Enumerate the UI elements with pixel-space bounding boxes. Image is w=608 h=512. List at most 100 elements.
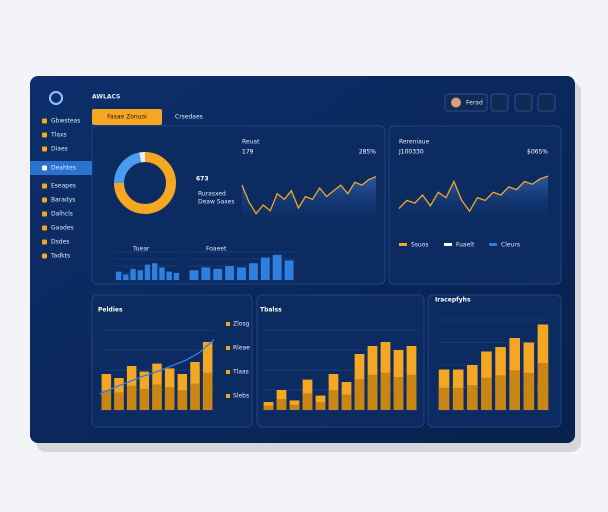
bar: [159, 267, 165, 280]
logo: [49, 91, 63, 105]
metric-change: $065%: [527, 149, 548, 156]
bar: [173, 273, 180, 280]
nav-icon: [42, 132, 47, 138]
icon-button[interactable]: [490, 93, 509, 112]
bar-shade: [152, 384, 162, 410]
nav-icon: [42, 239, 47, 245]
bar: [130, 268, 136, 280]
bar: [144, 264, 151, 280]
nav-item[interactable]: Gaades: [51, 225, 74, 232]
tab-active[interactable]: [92, 109, 162, 125]
line: [241, 175, 377, 215]
bar: [137, 270, 143, 280]
tab[interactable]: Crsedaes: [175, 114, 203, 121]
legend-label: Fuaelt: [456, 242, 475, 249]
bar-shade: [114, 392, 124, 410]
metric-label: Rereniaue: [399, 139, 430, 146]
caption: Deaw Saxes: [198, 199, 234, 206]
nav-active: [30, 161, 92, 175]
caption: Rurasxed: [198, 191, 226, 198]
bar: [201, 267, 211, 280]
chart-label: Tuear: [132, 246, 150, 253]
bar: [152, 263, 158, 280]
nav-item[interactable]: Tadkts: [50, 253, 70, 260]
bar-shade: [139, 388, 150, 410]
bar-shade: [263, 405, 274, 410]
bar-shade: [367, 374, 378, 410]
panel-title: Tbalss: [260, 307, 282, 314]
bar: [213, 268, 223, 280]
chart-label: Foaeet: [206, 246, 227, 253]
bar-shade: [276, 399, 287, 410]
legend-label: Tlaas: [232, 369, 249, 376]
metric-change: 285%: [359, 149, 376, 156]
nav-icon: [42, 225, 47, 231]
bar-shade: [481, 377, 492, 410]
nav-icon: [42, 183, 47, 189]
icon-button[interactable]: [514, 93, 533, 112]
nav-item[interactable]: Dsdes: [51, 239, 69, 246]
legend-label: Cleurs: [501, 242, 520, 249]
bar: [237, 267, 246, 280]
bar-shade: [537, 362, 549, 410]
legend-label: Rleae: [233, 345, 250, 352]
nav-item[interactable]: Deahtes: [51, 165, 76, 172]
legend-swatch: [226, 394, 230, 398]
bar-shade: [302, 393, 313, 410]
bar: [284, 260, 294, 280]
line: [398, 175, 549, 213]
bar-shade: [289, 404, 300, 410]
bar-shade: [190, 383, 200, 410]
bar-shade: [354, 379, 365, 410]
nav-icon: [42, 197, 47, 203]
legend-swatch: [489, 243, 497, 246]
metric-value: J100330: [398, 149, 424, 156]
nav-icon: [42, 146, 47, 152]
legend-label: Ssuos: [411, 242, 429, 249]
avatar: [451, 97, 461, 108]
nav-item[interactable]: Dalhcls: [51, 211, 73, 218]
nav-item[interactable]: Eseapes: [51, 183, 76, 190]
user-name[interactable]: Ferad: [466, 100, 483, 107]
bar-shade: [126, 385, 137, 410]
legend-swatch: [226, 346, 230, 350]
bar-shade: [177, 390, 188, 410]
donut-slice: [114, 152, 142, 184]
bar-shade: [452, 387, 464, 410]
bar-shade: [406, 374, 417, 410]
bar-shade: [467, 385, 478, 410]
nav-item[interactable]: Tlaxs: [50, 132, 67, 139]
panel-title: Iracepfyhs: [435, 297, 471, 304]
bar: [189, 270, 199, 280]
bar-shade: [393, 377, 404, 410]
nav-item[interactable]: Gbwsteas: [51, 118, 80, 125]
bar: [115, 271, 122, 280]
legend-swatch: [399, 243, 407, 246]
bar-shade: [495, 375, 506, 410]
bar-shade: [380, 372, 391, 410]
nav-icon: [42, 165, 47, 171]
nav-item[interactable]: Baradys: [51, 197, 75, 204]
nav-item[interactable]: Diaes: [51, 146, 68, 153]
bar-shade: [202, 372, 213, 410]
bar: [248, 263, 258, 280]
bar: [260, 257, 270, 280]
bar-shade: [164, 387, 175, 410]
total: 673: [196, 176, 209, 183]
nav-icon: [42, 118, 47, 124]
line: [99, 339, 215, 395]
bar-shade: [509, 370, 520, 410]
nav-icon: [42, 253, 47, 259]
tab[interactable]: Fasae Zonuoi: [107, 114, 147, 121]
bar: [123, 274, 129, 280]
bar-shade: [315, 402, 326, 410]
icon-button[interactable]: [537, 93, 556, 112]
bar: [166, 271, 172, 280]
bar-shade: [101, 390, 112, 410]
legend-label: Zlosg: [233, 321, 250, 328]
bar-shade: [523, 372, 535, 410]
nav-icon: [42, 211, 47, 217]
bar-shade: [328, 390, 339, 410]
